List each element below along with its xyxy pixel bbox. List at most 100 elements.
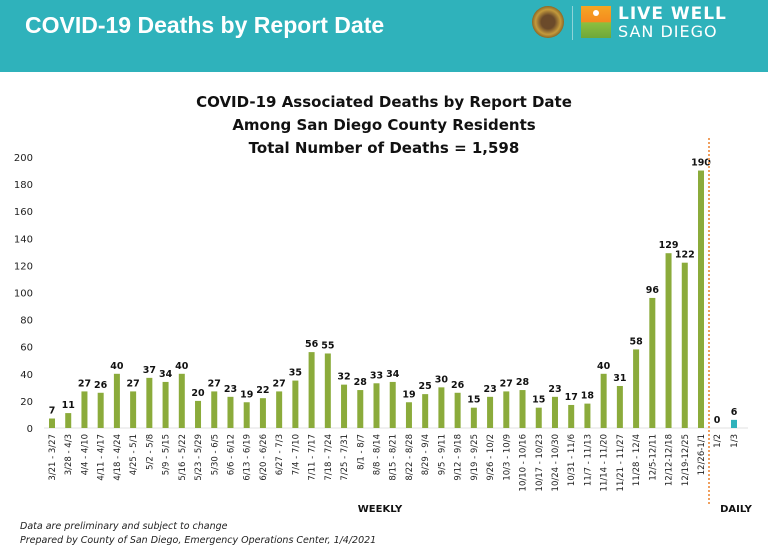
x-tick-label: 12/19-12/25 [681, 434, 691, 486]
bar-value-label: 34 [386, 369, 400, 380]
bar [259, 398, 266, 428]
bar [65, 413, 72, 428]
x-tick-label: 8/29 - 9/4 [421, 434, 431, 475]
bar [81, 391, 88, 428]
x-tick-label: 8/1 - 8/7 [356, 434, 366, 470]
bar-value-label: 40 [110, 361, 124, 372]
x-tick-label: 1/3 [730, 434, 740, 448]
y-tick-label: 40 [20, 370, 33, 381]
y-tick-label: 180 [14, 180, 33, 191]
bar [535, 407, 542, 428]
x-tick-label: 9/5 - 9/11 [437, 434, 447, 475]
bar [405, 402, 412, 428]
chart-title-line-1: COVID-19 Associated Deaths by Report Dat… [196, 93, 572, 111]
bar-value-label: 27 [273, 378, 286, 389]
x-tick-label: 5/30 - 6/5 [210, 434, 220, 475]
bar [178, 373, 185, 428]
y-tick-label: 100 [14, 289, 33, 300]
bar [227, 396, 234, 428]
x-tick-label: 4/11 - 4/17 [97, 434, 107, 481]
bar-value-label: 56 [305, 339, 319, 350]
x-axis-label-daily: DAILY [720, 504, 753, 515]
bar-value-label: 28 [354, 377, 368, 388]
x-tick-label: 4/18 - 4/24 [113, 434, 123, 481]
x-tick-label: 5/23 - 5/29 [194, 434, 204, 481]
y-tick-label: 120 [14, 261, 33, 272]
x-axis-label-weekly: WEEKLY [358, 504, 403, 515]
x-tick-label: 10/24 - 10/30 [551, 434, 561, 491]
bar [698, 170, 704, 429]
chart-title-line-2: Among San Diego County Residents [232, 116, 536, 134]
y-tick-label: 140 [14, 234, 33, 245]
chart-title-line-3: Total Number of Deaths = 1,598 [248, 139, 520, 157]
x-tick-label: 10/3 - 10/9 [502, 434, 512, 481]
x-tick-label: 11/21 - 11/27 [616, 434, 626, 491]
bar-value-label: 20 [191, 388, 205, 399]
bar-value-label: 26 [94, 380, 108, 391]
bar-value-label: 28 [516, 377, 530, 388]
bar [584, 403, 591, 428]
y-tick-label: 20 [20, 397, 33, 408]
bar [276, 391, 283, 428]
bar-value-label: 19 [402, 389, 415, 400]
x-tick-label: 5/16 - 5/22 [178, 434, 188, 481]
bar-value-label: 27 [500, 378, 513, 389]
bar [357, 390, 364, 428]
bar-value-label: 15 [467, 395, 480, 406]
bar-value-label: 33 [370, 370, 383, 381]
page-title: COVID-19 Deaths by Report Date [25, 12, 385, 38]
logo-line-1: LIVE WELL [618, 4, 727, 24]
bar-value-label: 31 [613, 373, 626, 384]
bar [292, 380, 299, 428]
bar-value-label: 55 [321, 340, 334, 351]
bar-value-label: 40 [175, 361, 189, 372]
bar-value-label: 27 [78, 378, 91, 389]
bar-value-label: 27 [127, 378, 140, 389]
y-tick-label: 60 [20, 343, 33, 354]
bar [487, 396, 494, 428]
bar [568, 404, 575, 428]
x-tick-label: 8/22 - 8/28 [405, 434, 415, 481]
x-tick-label: 1/2 [713, 434, 723, 448]
logo-divider [572, 6, 573, 40]
x-tick-label: 9/12 - 9/18 [454, 434, 464, 481]
bar-value-label: 15 [532, 395, 545, 406]
bar [616, 385, 623, 428]
bar-value-label: 23 [483, 384, 496, 395]
bar [600, 373, 607, 428]
live-well-logo-text: LIVE WELL SAN DIEGO [618, 4, 727, 41]
bar-value-label: 22 [256, 385, 269, 396]
bar-value-label: 35 [289, 368, 302, 379]
bar [649, 297, 656, 428]
footnote-preliminary: Data are preliminary and subject to chan… [20, 521, 228, 532]
bar-value-label: 17 [565, 392, 578, 403]
x-tick-label: 8/15 - 8/21 [389, 434, 399, 481]
x-tick-label: 7/4 - 7/10 [291, 434, 301, 475]
bar-value-label: 58 [629, 336, 643, 347]
x-tick-label: 10/31 - 11/6 [567, 434, 577, 486]
x-tick-label: 10/17 - 10/23 [535, 434, 545, 491]
bar [633, 349, 640, 428]
bar [665, 253, 672, 428]
bar [389, 381, 396, 428]
bar-value-label: 19 [240, 389, 253, 400]
x-tick-label: 8/8 - 8/14 [373, 434, 383, 475]
bar [146, 377, 153, 428]
bar [731, 419, 737, 428]
logo-line-2: SAN DIEGO [618, 22, 718, 41]
x-tick-label: 7/11 - 7/17 [308, 434, 318, 481]
bar-value-label: 30 [435, 374, 449, 385]
bar-value-label: 32 [337, 372, 350, 383]
bar [551, 396, 558, 428]
x-tick-label: 11/28 - 12/4 [632, 434, 642, 486]
bar-value-label: 26 [451, 380, 465, 391]
x-tick-label: 7/25 - 7/31 [340, 434, 350, 481]
bar [130, 391, 137, 428]
y-tick-label: 200 [14, 153, 33, 164]
bar [97, 392, 104, 428]
x-tick-label: 5/2 - 5/8 [145, 434, 155, 470]
bar-value-label: 11 [62, 400, 75, 411]
x-tick-label: 6/20 - 6/26 [259, 434, 269, 481]
x-tick-label: 10/10 - 10/16 [519, 434, 529, 491]
bar [454, 392, 461, 428]
